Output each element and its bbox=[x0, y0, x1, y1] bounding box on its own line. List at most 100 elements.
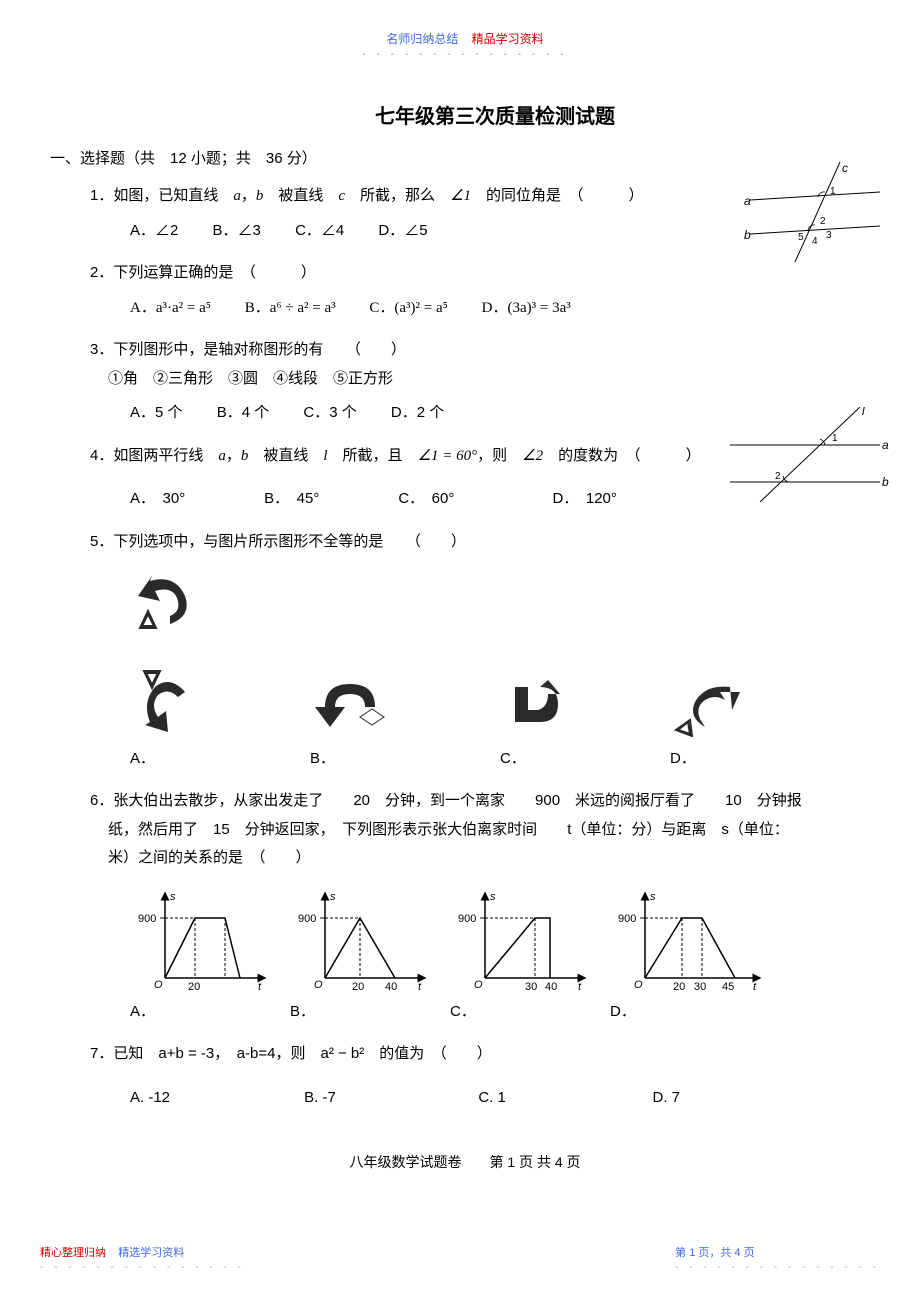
q7-text: 7．已知 a+b = -3， a-b=4，则 a² − b² 的值为 （ ） bbox=[90, 1040, 880, 1069]
q4-comma: ， bbox=[226, 447, 241, 464]
q1-angle: ∠1 bbox=[450, 188, 471, 204]
q5-shape-c bbox=[500, 672, 570, 737]
q4-a: a bbox=[218, 448, 226, 464]
q1-text-pre: 1．如图，已知直线 bbox=[90, 187, 233, 204]
q1-var-a: a bbox=[233, 188, 241, 204]
q5-shape-a bbox=[130, 667, 200, 737]
q2-options: A．a³·a² = a⁵ B．a⁶ ÷ a² = a³ C．(a³)² = a⁵… bbox=[130, 294, 880, 323]
header-part1: 名师归纳总结 bbox=[386, 32, 458, 46]
q6-label-b: B． bbox=[290, 998, 435, 1027]
q4-mid: 被直线 bbox=[248, 447, 323, 464]
q2-opt-d: D．(3a)³ = 3a³ bbox=[482, 294, 571, 323]
q1-post: 的同位角是 （ ） bbox=[471, 187, 644, 204]
svg-text:t: t bbox=[418, 981, 422, 993]
q4-opt-c: C． 60° bbox=[398, 485, 548, 514]
q1-diagram: c a b 1 2 3 4 5 bbox=[740, 162, 890, 262]
q6-label-c: C． bbox=[450, 998, 595, 1027]
q7-opt-a: A. -12 bbox=[130, 1084, 300, 1113]
question-4: l a b 1 2 4．如图两平行线 a，b 被直线 l 所截，且 ∠1 = 6… bbox=[90, 442, 880, 514]
svg-text:40: 40 bbox=[545, 981, 557, 993]
header-part2: 精品学习资料 bbox=[472, 32, 544, 46]
q4-opt-d: D． 120° bbox=[553, 485, 683, 514]
svg-text:1: 1 bbox=[832, 433, 838, 444]
q4-opt-a: A． 30° bbox=[130, 485, 260, 514]
q6-line2: 纸，然后用了 15 分钟返回家， 下列图形表示张大伯离家时间 t（单位：分）与距… bbox=[108, 816, 880, 845]
svg-text:l: l bbox=[862, 407, 865, 418]
svg-text:s: s bbox=[330, 891, 336, 903]
svg-text:900: 900 bbox=[138, 913, 156, 925]
question-7: 7．已知 a+b = -3， a-b=4，则 a² − b² 的值为 （ ） A… bbox=[90, 1040, 880, 1112]
q5-shape-b bbox=[310, 672, 390, 737]
page-container: 名师归纳总结 精品学习资料 - - - - - - - - - - - - - … bbox=[0, 0, 920, 1298]
svg-text:O: O bbox=[474, 979, 483, 991]
q5-shape-d bbox=[670, 672, 750, 737]
q5-label-c: C． bbox=[500, 745, 526, 774]
svg-text:2: 2 bbox=[820, 216, 826, 227]
svg-text:a: a bbox=[882, 438, 889, 452]
svg-text:4: 4 bbox=[812, 236, 818, 247]
svg-text:2: 2 bbox=[775, 471, 781, 482]
q5-text: 5．下列选项中，与图片所示图形不全等的是 （ ） bbox=[90, 528, 880, 557]
question-2: 2．下列运算正确的是 （ ） A．a³·a² = a⁵ B．a⁶ ÷ a² = … bbox=[90, 259, 880, 322]
q6-line3: 米）之间的关系的是 （ ） bbox=[108, 844, 880, 873]
svg-text:s: s bbox=[490, 891, 496, 903]
svg-text:a: a bbox=[744, 194, 751, 208]
bottom-left2: 精选学习资料 bbox=[118, 1247, 184, 1259]
q4-eq: ∠1 = 60° bbox=[418, 448, 478, 464]
svg-text:1: 1 bbox=[830, 186, 836, 197]
bottom-left1: 精心整理归纳 bbox=[40, 1247, 106, 1259]
q3-opt-b: B．4 个 bbox=[217, 399, 270, 428]
q6-charts: s t O 900 20 A． s bbox=[130, 888, 880, 1027]
question-5: 5．下列选项中，与图片所示图形不全等的是 （ ） A． B． bbox=[90, 528, 880, 774]
svg-text:900: 900 bbox=[458, 913, 476, 925]
q5-label-a: A． bbox=[130, 745, 155, 774]
q5-options-row: A． B． C． D． bbox=[130, 667, 880, 774]
q2-opt-a: A．a³·a² = a⁵ bbox=[130, 294, 211, 323]
svg-text:20: 20 bbox=[188, 981, 200, 993]
q4-pre: 4．如图两平行线 bbox=[90, 447, 218, 464]
bottom-right: 第 1 页，共 4 页 bbox=[675, 1247, 754, 1259]
question-1: c a b 1 2 3 4 5 1．如图，已知直线 a，b 被直线 c 所截，那… bbox=[90, 182, 880, 245]
svg-text:c: c bbox=[842, 162, 848, 175]
q4-diagram: l a b 1 2 bbox=[730, 407, 890, 502]
svg-text:O: O bbox=[314, 979, 323, 991]
svg-text:900: 900 bbox=[618, 913, 636, 925]
q5-ref-shape bbox=[130, 566, 205, 641]
svg-text:3: 3 bbox=[826, 230, 832, 241]
q4-opt-b: B． 45° bbox=[264, 485, 394, 514]
svg-text:b: b bbox=[744, 228, 751, 242]
question-6: 6．张大伯出去散步，从家出发走了 20 分钟，到一个离家 900 米远的阅报厅看… bbox=[90, 787, 880, 1026]
svg-text:t: t bbox=[578, 981, 582, 993]
q3-text: 3．下列图形中，是轴对称图形的有 （ ） bbox=[90, 336, 880, 365]
q2-opt-b: B．a⁶ ÷ a² = a³ bbox=[245, 294, 336, 323]
q5-label-d: D． bbox=[670, 745, 696, 774]
q7-options: A. -12 B. -7 C. 1 D. 7 bbox=[130, 1084, 880, 1113]
q4-post: 的度数为 （ ） bbox=[543, 447, 701, 464]
q1-opt-a: A．∠2 bbox=[130, 217, 178, 246]
q4-mid2: 所截，且 bbox=[328, 447, 418, 464]
header-dashes: - - - - - - - - - - - - - - - bbox=[50, 49, 880, 60]
q6-chart-c: s t O 900 30 40 bbox=[450, 888, 595, 998]
svg-text:20: 20 bbox=[352, 981, 364, 993]
svg-text:b: b bbox=[882, 475, 889, 489]
q1-mid: 被直线 bbox=[263, 187, 338, 204]
q3-opt-d: D．2 个 bbox=[391, 399, 444, 428]
q3-opt-c: C．3 个 bbox=[303, 399, 356, 428]
bottom-dashes-left: - - - - - - - - - - - - - - - bbox=[40, 1262, 245, 1273]
top-header: 名师归纳总结 精品学习资料 - - - - - - - - - - - - - … bbox=[50, 30, 880, 60]
q1-opt-b: B．∠3 bbox=[213, 217, 261, 246]
q6-chart-b: s t O 900 20 40 bbox=[290, 888, 435, 998]
q1-opt-c: C．∠4 bbox=[295, 217, 344, 246]
q6-line1: 6．张大伯出去散步，从家出发走了 20 分钟，到一个离家 900 米远的阅报厅看… bbox=[90, 787, 880, 816]
q6-chart-a: s t O 900 20 bbox=[130, 888, 275, 998]
svg-text:O: O bbox=[154, 979, 163, 991]
svg-text:t: t bbox=[753, 981, 757, 993]
bottom-bar: 精心整理归纳 精选学习资料 - - - - - - - - - - - - - … bbox=[40, 1244, 880, 1273]
q1-mid2: 所截，那么 bbox=[345, 187, 450, 204]
q4-a2: ∠2 bbox=[522, 448, 543, 464]
svg-text:45: 45 bbox=[722, 981, 734, 993]
q2-text: 2．下列运算正确的是 （ ） bbox=[90, 259, 880, 288]
svg-text:s: s bbox=[650, 891, 656, 903]
bottom-dashes-right: - - - - - - - - - - - - - - - bbox=[675, 1262, 880, 1273]
svg-text:40: 40 bbox=[385, 981, 397, 993]
